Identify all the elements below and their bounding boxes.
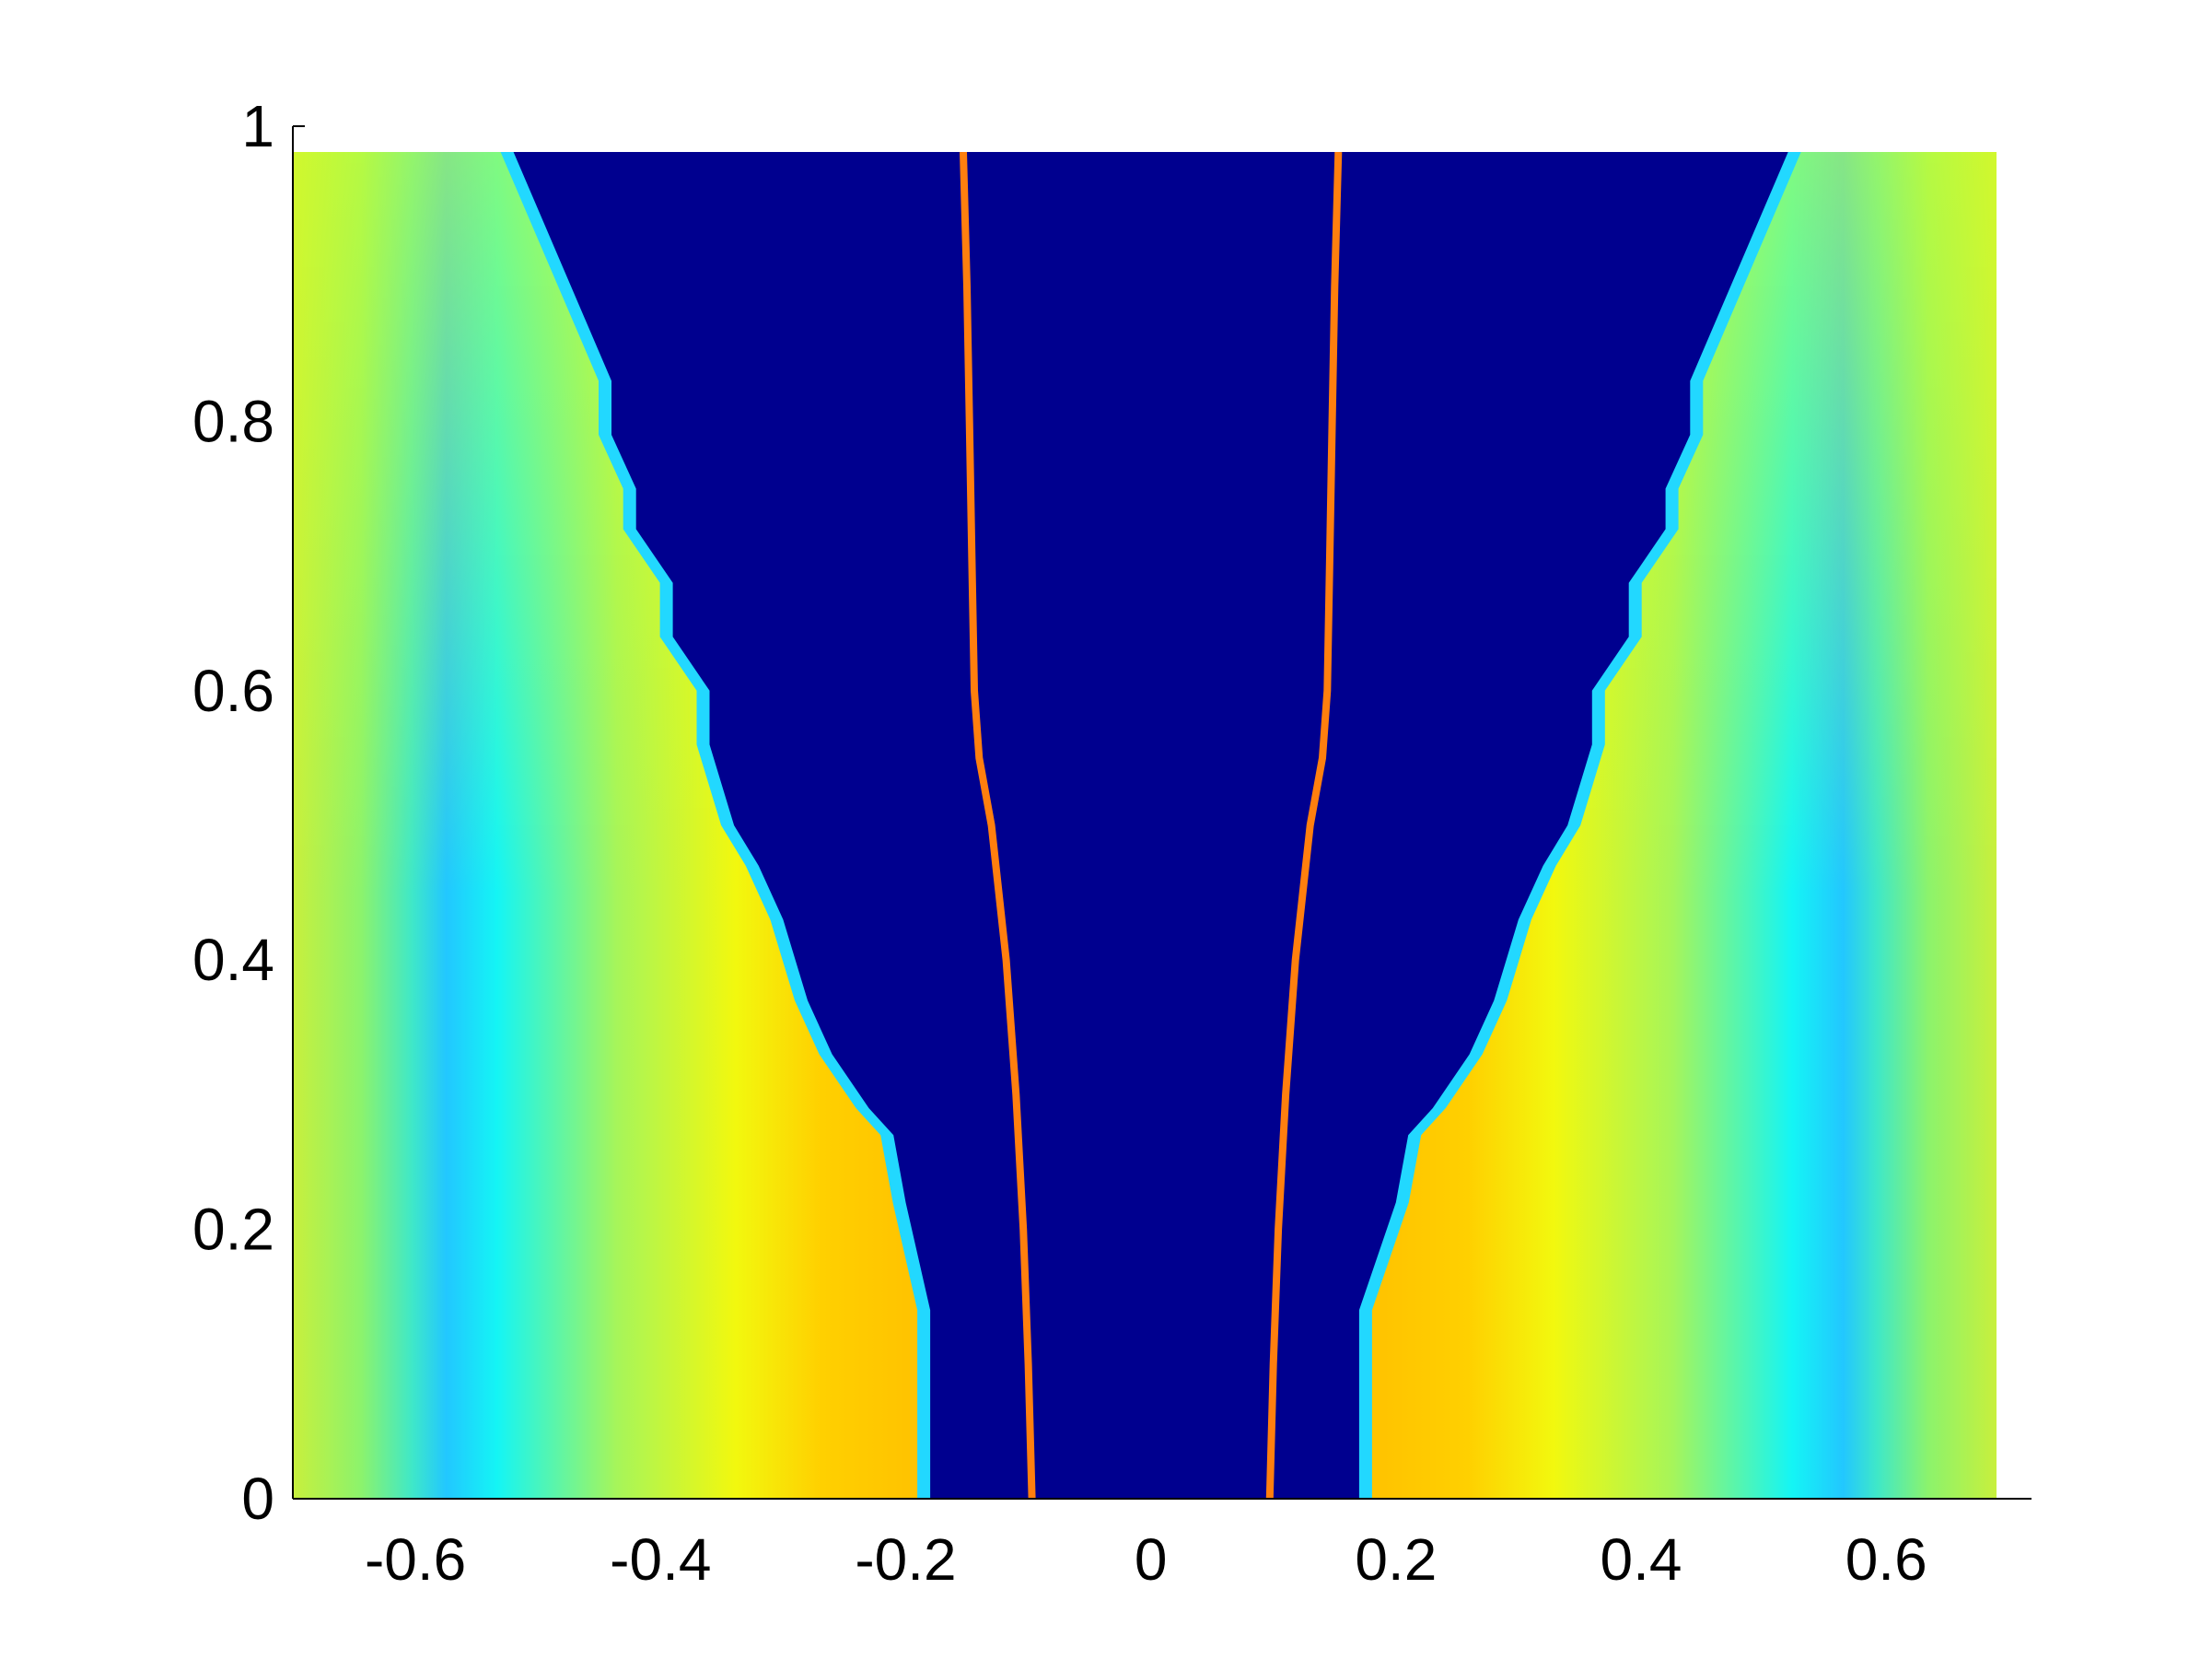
y-tick-label: 0 bbox=[241, 1466, 274, 1532]
x-tick-label: -0.4 bbox=[610, 1526, 711, 1593]
y-tick-label: 0.8 bbox=[192, 388, 274, 454]
series-line-2 bbox=[1265, 152, 1343, 1499]
y-tick-label: 0.6 bbox=[192, 658, 274, 724]
plot-area bbox=[293, 152, 1997, 1499]
x-tick-label: 0 bbox=[1135, 1526, 1168, 1593]
x-tick-label: 0.4 bbox=[1601, 1526, 1682, 1593]
y-tick-label: 1 bbox=[241, 93, 274, 159]
x-axis-ticks: -0.6 -0.4 -0.2 0 0.2 0.4 0.6 bbox=[365, 1526, 1927, 1593]
axes bbox=[292, 125, 2032, 1500]
y-tick-label: 0.2 bbox=[192, 1197, 274, 1263]
x-tick-label: 0.2 bbox=[1355, 1526, 1437, 1593]
series-layer bbox=[960, 152, 1343, 1499]
x-tick-label: -0.6 bbox=[365, 1526, 466, 1593]
y-tick-label: 0.4 bbox=[192, 927, 274, 993]
y-axis-ticks: 0 0.2 0.4 0.6 0.8 1 bbox=[192, 93, 274, 1532]
x-tick-label: 0.6 bbox=[1845, 1526, 1927, 1593]
series-line-1 bbox=[960, 152, 1036, 1499]
x-tick-label: -0.2 bbox=[855, 1526, 956, 1593]
low-value-region bbox=[513, 152, 1788, 1499]
